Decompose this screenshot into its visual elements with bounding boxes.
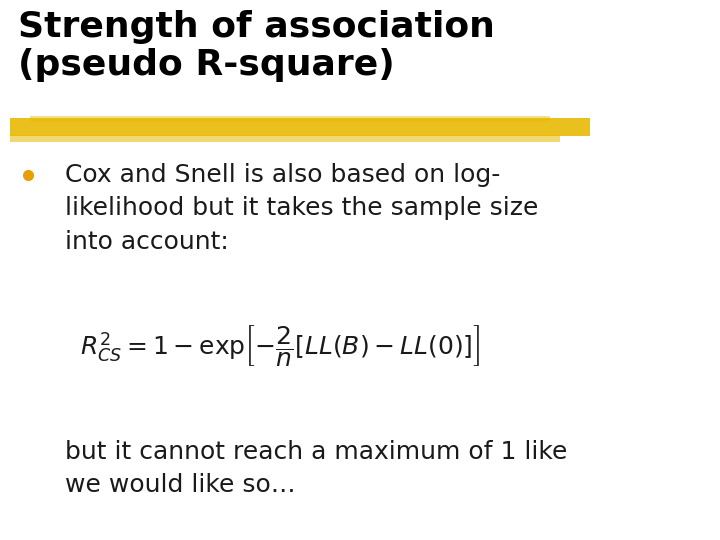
Bar	[10, 118, 590, 136]
Bar	[30, 116, 550, 122]
Text: $R^2_{CS} = 1 - \exp\!\left[-\dfrac{2}{n}[LL(B) - LL(0)]\right]$: $R^2_{CS} = 1 - \exp\!\left[-\dfrac{2}{n…	[80, 322, 480, 368]
Text: Strength of association
(pseudo R-square): Strength of association (pseudo R-square…	[18, 10, 495, 82]
Text: Cox and Snell is also based on log-
likelihood but it takes the sample size
into: Cox and Snell is also based on log- like…	[65, 163, 539, 254]
Text: but it cannot reach a maximum of 1 like
we would like so…: but it cannot reach a maximum of 1 like …	[65, 440, 567, 497]
Bar	[10, 135, 560, 142]
